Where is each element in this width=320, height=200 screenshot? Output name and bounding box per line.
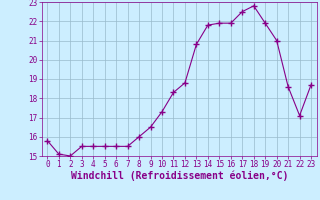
X-axis label: Windchill (Refroidissement éolien,°C): Windchill (Refroidissement éolien,°C) [70, 171, 288, 181]
